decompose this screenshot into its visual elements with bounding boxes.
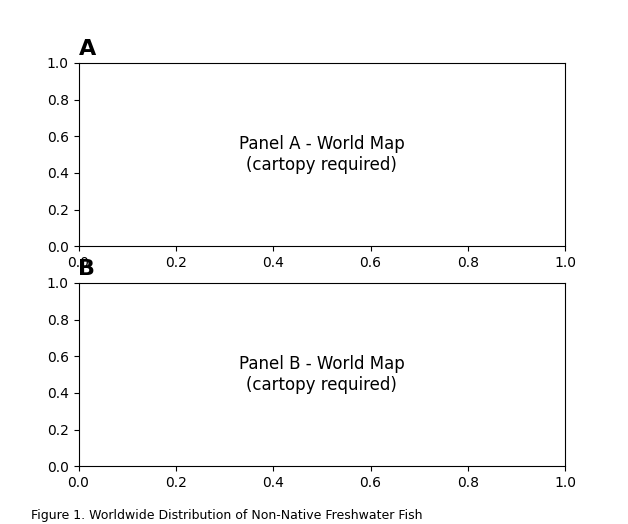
Text: Panel A - World Map
(cartopy required): Panel A - World Map (cartopy required): [239, 135, 404, 174]
Text: Panel B - World Map
(cartopy required): Panel B - World Map (cartopy required): [239, 355, 404, 394]
Text: A: A: [78, 39, 95, 59]
Text: Figure 1. Worldwide Distribution of Non-Native Freshwater Fish: Figure 1. Worldwide Distribution of Non-…: [31, 509, 423, 522]
Text: B: B: [78, 259, 95, 279]
